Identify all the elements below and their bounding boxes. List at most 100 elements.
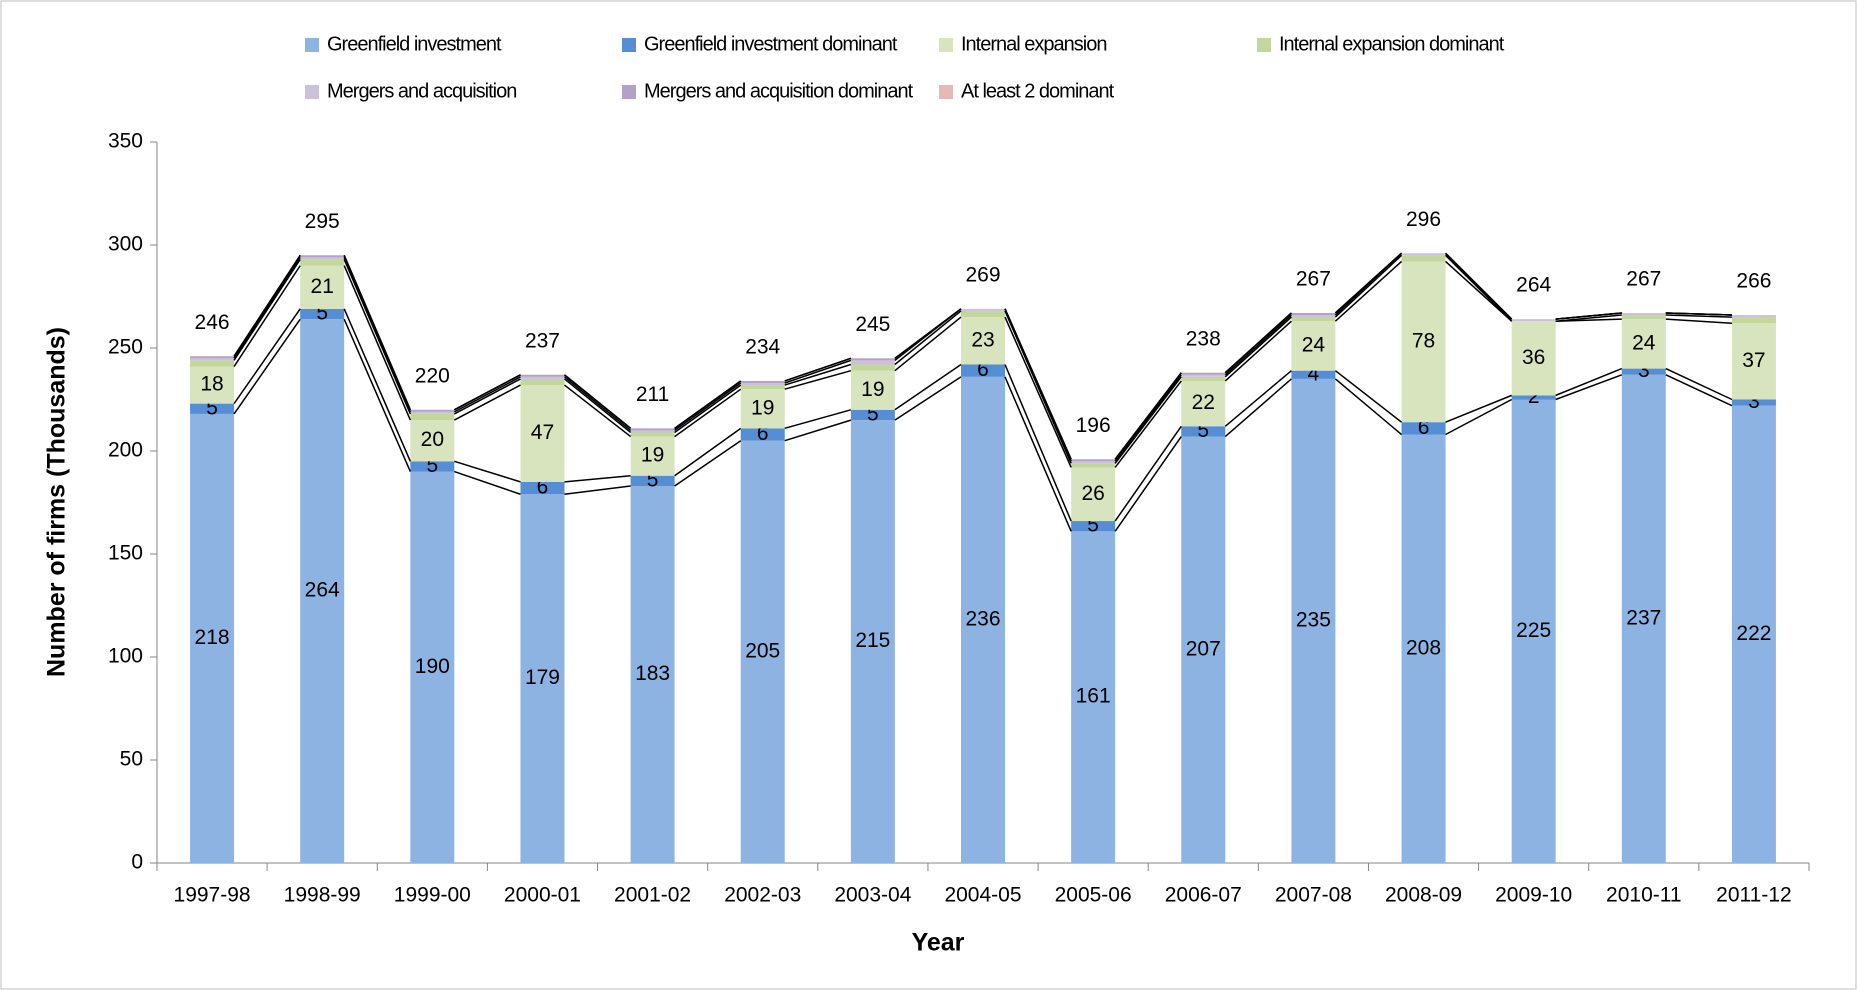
data-label: 5 xyxy=(647,468,659,491)
bar-segment xyxy=(190,358,235,361)
bar-segment xyxy=(850,360,895,365)
bar-segment xyxy=(850,364,895,371)
data-label: 222 xyxy=(1736,622,1771,645)
data-label: 215 xyxy=(855,629,890,652)
connector-line xyxy=(1334,254,1403,318)
total-label: 296 xyxy=(1406,208,1441,231)
data-label: 235 xyxy=(1296,608,1331,631)
bar-segment xyxy=(300,257,345,260)
legend-swatch xyxy=(1257,38,1271,52)
data-label: 5 xyxy=(1087,514,1099,537)
total-label: 196 xyxy=(1076,414,1111,437)
connector-line xyxy=(894,363,962,411)
connector-line xyxy=(343,255,412,411)
bar-segment xyxy=(630,436,675,476)
bar-segment xyxy=(190,356,235,359)
legend-swatch xyxy=(622,38,636,52)
bar-segment xyxy=(1291,312,1336,316)
data-label: 6 xyxy=(977,358,989,381)
connector-line xyxy=(894,310,962,366)
bar-segment xyxy=(961,364,1005,377)
connector-line xyxy=(1224,320,1292,382)
x-tick-label: 2008-09 xyxy=(1385,884,1462,907)
bar-segment xyxy=(1071,521,1116,532)
x-tick-label: 2004-05 xyxy=(944,884,1021,907)
connector-line xyxy=(563,374,632,429)
data-label: 5 xyxy=(206,396,218,419)
connector-line xyxy=(674,440,742,487)
connector-line xyxy=(1334,252,1403,314)
connector-line xyxy=(233,318,301,415)
legend-label: Internal expansion xyxy=(961,33,1106,55)
connector-line xyxy=(674,382,742,432)
y-axis-title: Number of firms (Thousands) xyxy=(43,327,71,677)
bar-segment xyxy=(1511,399,1556,863)
bar-segment xyxy=(1071,467,1116,522)
legend-label: Internal expansion dominant xyxy=(1279,33,1505,55)
bar-segment xyxy=(1401,434,1446,863)
connector-line xyxy=(1004,316,1072,468)
bar-segment xyxy=(1731,405,1776,863)
bar-segment xyxy=(1181,376,1226,381)
bar-segment xyxy=(850,420,895,863)
total-label: 211 xyxy=(636,383,669,406)
y-tick-label: 350 xyxy=(108,130,143,153)
bar-segment xyxy=(520,376,565,379)
connector-line xyxy=(894,376,962,421)
connector-line xyxy=(1004,310,1072,464)
connector-line xyxy=(1224,370,1292,427)
bar-segment xyxy=(1181,380,1226,427)
connector-line xyxy=(784,409,852,430)
bar-segment xyxy=(1071,531,1116,863)
data-label: 225 xyxy=(1516,619,1551,642)
connector-line xyxy=(674,427,742,477)
bar-segment xyxy=(1621,368,1666,375)
connector-line xyxy=(564,474,631,483)
bar-segment xyxy=(1401,422,1446,435)
connector-line xyxy=(894,308,962,359)
total-label: 245 xyxy=(855,313,890,336)
bar-segment xyxy=(1291,370,1336,379)
bar-segment xyxy=(630,428,675,431)
bar-segment xyxy=(1071,461,1116,464)
connector-line xyxy=(1334,370,1402,423)
total-label: 264 xyxy=(1516,274,1551,297)
legend-swatch xyxy=(939,85,953,99)
total-label: 220 xyxy=(415,364,450,387)
legend-swatch xyxy=(622,85,636,99)
y-tick-label: 50 xyxy=(120,748,143,771)
y-tick-label: 200 xyxy=(108,439,143,462)
connector-line xyxy=(564,485,631,496)
connector-line xyxy=(1114,436,1182,532)
connector-line xyxy=(563,378,632,434)
connector-line xyxy=(1114,425,1182,522)
bar-segment xyxy=(1621,374,1666,863)
connector-line xyxy=(894,316,962,372)
legend-label: Greenfield investment dominant xyxy=(644,33,898,55)
data-label: 18 xyxy=(200,373,223,396)
connector-line xyxy=(1224,314,1292,376)
data-label: 21 xyxy=(311,275,334,298)
total-label: 237 xyxy=(525,329,560,352)
y-tick-label: 100 xyxy=(108,645,143,668)
bar-segment xyxy=(1511,395,1556,400)
connector-line xyxy=(784,369,852,390)
y-tick-label: 0 xyxy=(131,851,143,874)
bar-segment xyxy=(1071,463,1116,468)
data-label: 24 xyxy=(1632,331,1656,354)
connector-line xyxy=(454,460,521,483)
bar-segment xyxy=(1291,315,1336,318)
bar-segment xyxy=(850,370,895,410)
x-tick-label: 2009-10 xyxy=(1495,884,1572,907)
connector-line xyxy=(784,363,852,386)
data-label: 5 xyxy=(316,302,328,325)
legend-label: Greenfield investment xyxy=(327,33,502,55)
data-label: 161 xyxy=(1076,685,1111,708)
data-label: 36 xyxy=(1522,346,1545,369)
data-label: 78 xyxy=(1412,329,1435,352)
connector-line xyxy=(564,384,632,438)
connector-line xyxy=(1445,252,1513,320)
bar-segment xyxy=(1401,253,1446,256)
x-tick-label: 2005-06 xyxy=(1055,884,1132,907)
